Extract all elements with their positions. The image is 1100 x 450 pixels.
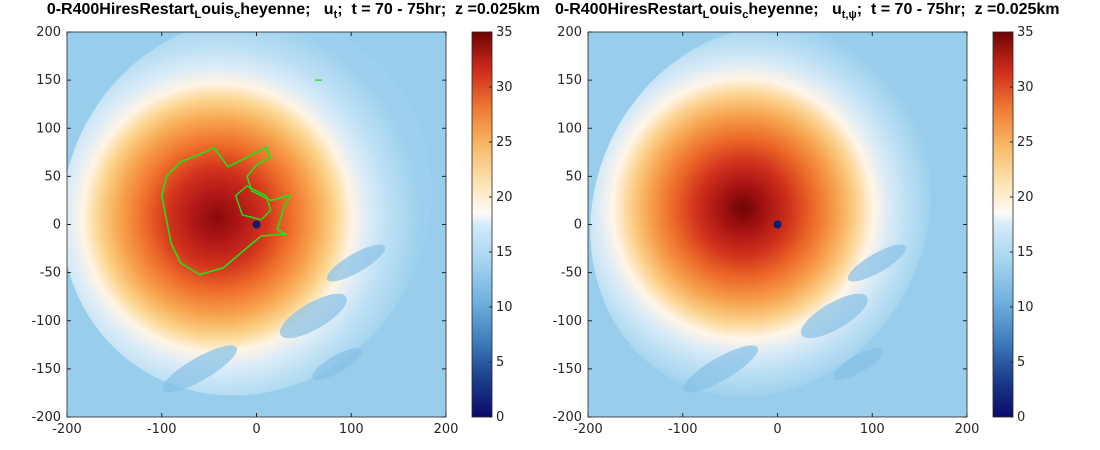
y-tick-label: -200 (552, 410, 582, 425)
colorbar-tick-label: 10 (1017, 300, 1034, 315)
left-panel: -200 -100 0 100 200-200-150-100-500501001502… (31, 25, 513, 437)
y-tick-label: 100 (557, 121, 582, 136)
field-patch (162, 345, 238, 393)
eye-center (252, 220, 261, 229)
colorbar-tick-label: 10 (496, 300, 513, 315)
y-tick-label: 200 (36, 25, 61, 40)
field-patch (833, 348, 884, 381)
field-patch (279, 293, 347, 339)
colorbar-tick-label: 25 (1017, 135, 1034, 150)
x-tick-label: -100 (668, 422, 698, 437)
eye-center (773, 220, 782, 229)
x-tick-label: 200 (434, 422, 459, 437)
x-tick-label: 200 (955, 422, 980, 437)
colorbar-tick-label: 30 (496, 80, 513, 95)
y-tick-label: -150 (552, 362, 582, 377)
wind-field (588, 32, 967, 417)
contour-line-inner (234, 185, 272, 221)
y-tick-label: -50 (40, 266, 61, 281)
colorbar-tick-label: 35 (1017, 25, 1034, 40)
right-panel: -200 -100 0 100 200-200-150-100-500501001502… (552, 25, 1034, 437)
colorbar (992, 31, 1014, 418)
field-patch (800, 293, 868, 339)
y-tick-label: 150 (36, 73, 61, 88)
y-tick-label: -50 (561, 266, 582, 281)
y-tick-label: -100 (31, 314, 61, 329)
colorbar-tick-label: 35 (496, 25, 513, 40)
colorbar (471, 31, 493, 418)
x-tick-label: -200 (52, 422, 82, 437)
colorbar-tick-label: 5 (496, 355, 504, 370)
colorbar-tick-label: 5 (1017, 355, 1025, 370)
field-patch (312, 348, 363, 381)
colorbar-tick-label: 30 (1017, 80, 1034, 95)
y-tick-label: 50 (44, 169, 61, 184)
y-tick-label: -100 (552, 314, 582, 329)
field-patch (847, 244, 907, 282)
wind-field (67, 32, 446, 417)
colorbar-tick-label: 15 (1017, 245, 1034, 260)
panel-title-right: 0-R400HiresRestartLouischeyenne; ut,ψ; t… (555, 1, 1060, 22)
x-tick-label: 0 (252, 422, 260, 437)
x-tick-label: 0 (773, 422, 781, 437)
colorbar-tick-label: 20 (496, 190, 513, 205)
x-tick-label: -200 (573, 422, 603, 437)
y-tick-label: 100 (36, 121, 61, 136)
y-tick-label: -150 (31, 362, 61, 377)
panel-title-left: 0-R400HiresRestartLouischeyenne; ut; t =… (46, 1, 540, 22)
x-tick-label: 100 (339, 422, 364, 437)
field-patch (326, 244, 386, 282)
y-tick-label: -200 (31, 410, 61, 425)
colorbar-tick-label: 0 (496, 410, 504, 425)
x-tick-label: 100 (860, 422, 885, 437)
y-tick-label: 50 (565, 169, 582, 184)
x-tick-label: -100 (147, 422, 177, 437)
y-tick-label: 150 (557, 73, 582, 88)
colorbar-tick-label: 0 (1017, 410, 1025, 425)
y-tick-label: 200 (557, 25, 582, 40)
contour-line (160, 146, 292, 276)
colorbar-tick-label: 20 (1017, 190, 1034, 205)
field-patch (683, 345, 759, 393)
colorbar-tick-label: 15 (496, 245, 513, 260)
y-tick-label: 0 (574, 218, 582, 233)
y-tick-label: 0 (53, 218, 61, 233)
colorbar-tick-label: 25 (496, 135, 513, 150)
